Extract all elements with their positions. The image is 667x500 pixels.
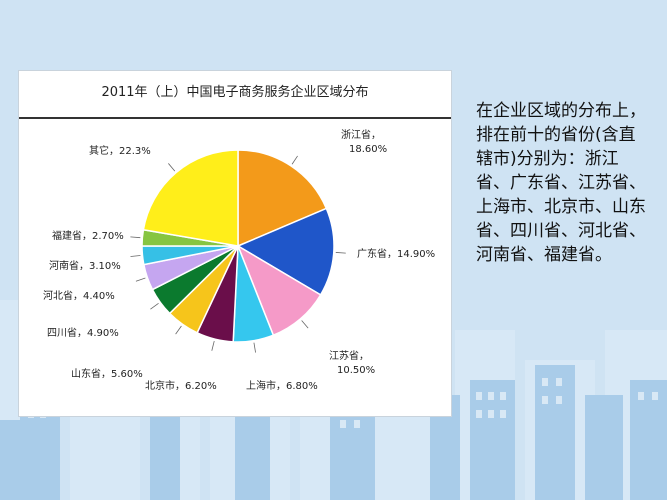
title-divider [19,117,451,119]
leader-line-6 [175,325,182,335]
leader-line-9 [130,255,141,257]
slice-label-8: 河北省，4.40% [43,289,115,302]
slice-label-5: 北京市，6.20% [145,379,217,392]
slice-label-4: 上海市，6.80% [246,379,318,392]
pie-slice-2 [236,207,335,296]
description-text: 在企业区域的分布上，排在前十的省份(含直辖市)分别为：浙江省、广东省、江苏省、上… [476,101,646,265]
slice-label-6: 山东省，5.60% [71,367,143,380]
pie-slice-1 [237,149,328,248]
slice-label-7: 四川省，4.90% [47,326,119,339]
leader-line-3 [301,320,309,329]
chart-title: 2011年（上）中国电子商务服务企业区域分布 [101,85,369,100]
pie-chart: 浙江省， 18.60% 广东省，14.90% 江苏省， 10.50% 上海市，6.80% 北… [43,128,435,392]
leader-line-5 [211,340,215,351]
chart-card: 2011年（上）中国电子商务服务企业区域分布 浙江省， 18.60% 广东省，14.… [18,70,452,417]
leader-line-7 [150,303,159,310]
slice-label-1: 浙江省， 18.60% [341,128,387,155]
slice-label-3: 江苏省， 10.50% [329,349,375,376]
leader-line-10 [130,236,141,239]
leader-line-1 [291,155,298,165]
leader-line-11 [168,163,176,172]
slice-label-9: 河南省，3.10% [49,259,121,272]
leader-line-4 [253,342,256,353]
slice-label-11: 其它，22.3% [89,144,151,157]
leader-line-8 [135,277,146,282]
slice-label-10: 福建省，2.70% [52,229,124,242]
slice-label-2: 广东省，14.90% [357,247,435,260]
pie-slice-11 [142,149,239,247]
leader-line-2 [335,252,346,254]
